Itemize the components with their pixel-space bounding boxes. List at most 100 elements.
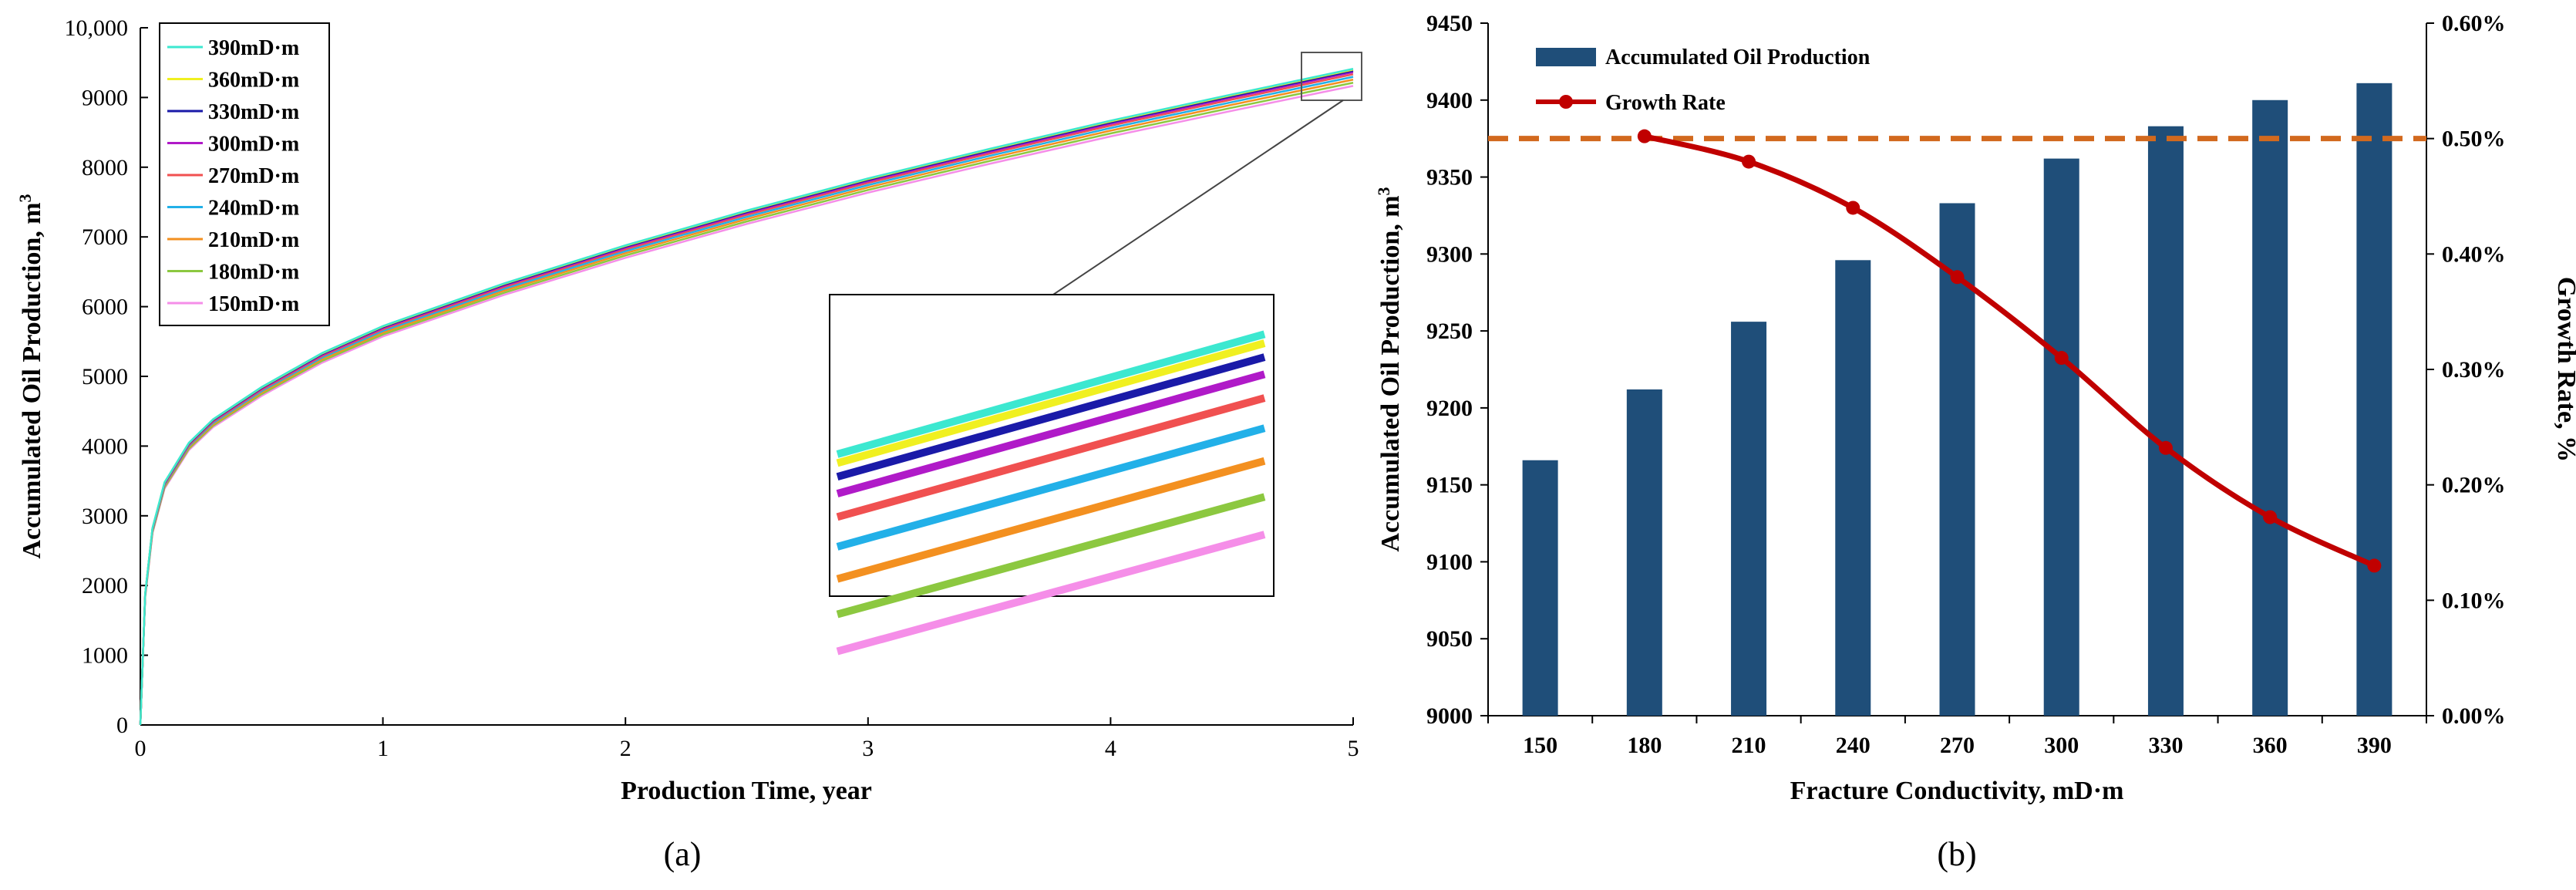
panel-b-y-label-text: Accumulated Oil Production, m <box>1376 195 1405 551</box>
bar-390md <box>2356 83 2392 716</box>
inset-line-240md <box>836 424 1266 551</box>
panel-a-y-ticks: 0 1000 2000 3000 4000 5000 6000 7000 8000 9000 10,… <box>65 15 148 738</box>
panel-a-x-tick-label: 4 <box>1105 736 1116 761</box>
panel-a-y-tick-label: 7000 <box>82 224 128 250</box>
growth-rate-point-210md <box>1742 154 1756 169</box>
panel-b-x-tick-label: 360 <box>2253 733 2288 758</box>
panel-b-x-tick-label: 240 <box>1836 733 1871 758</box>
legend-label-360md: 360mD·m <box>208 69 299 93</box>
panel-b-x-tick-label: 210 <box>1732 733 1766 758</box>
panel-a-y-tick-label: 4000 <box>82 433 128 459</box>
panel-a-y-tick-label: 5000 <box>82 364 128 389</box>
panel-a-y-tick-label: 0 <box>116 713 128 738</box>
inset-line-150md <box>836 531 1266 656</box>
panel-a-y-label: Accumulated Oil Production, m3 <box>15 194 46 558</box>
bar-180md <box>1626 389 1662 716</box>
panel-a-y-tick-label: 9000 <box>82 85 128 110</box>
panel-a-y-tick-label: 8000 <box>82 155 128 180</box>
growth-rate-point-360md <box>2263 510 2278 524</box>
panel-b-left-ticks: 9000 9050 9100 9150 9200 9250 9300 9350 9400 9450 <box>1426 11 1488 729</box>
panel-b-x-tick-label: 150 <box>1523 733 1557 758</box>
panel-b-y-tick-label: 9450 <box>1426 11 1473 36</box>
panel-b-y-tick-label: 9150 <box>1426 473 1473 498</box>
legend-label-300md: 300mD·m <box>208 133 299 157</box>
legend-label-accumulated: Accumulated Oil Production <box>1605 46 1871 69</box>
panel-a-x-ticks: 0 1 2 3 4 5 <box>135 717 1359 761</box>
legend-label-210md: 210mD·m <box>208 228 299 252</box>
legend-label-330md: 330mD·m <box>208 100 299 124</box>
panel-a-x-tick-label: 5 <box>1348 736 1359 761</box>
panel-b-chart: 9000 9050 9100 9150 9200 9250 9300 9350 9400 9450… <box>1374 11 2576 873</box>
inset-line-300md <box>836 370 1266 497</box>
panel-a-y-tick-label: 3000 <box>82 504 128 529</box>
panel-b-x-tick-label: 300 <box>2044 733 2079 758</box>
panel-a-y-tick-label: 10,000 <box>65 15 129 41</box>
panel-b-x-tick-label: 270 <box>1940 733 1975 758</box>
bar-150md <box>1522 460 1558 716</box>
panel-b-y-tick-label: 9250 <box>1426 319 1473 344</box>
panel-b-y2-tick-label: 0.20% <box>2442 473 2506 498</box>
panel-b-x-label: Fracture Conductivity, mD·m <box>1790 777 2124 805</box>
panel-b-x-tick-label: 330 <box>2148 733 2183 758</box>
panel-b-bars <box>1522 83 2392 716</box>
legend-label-240md: 240mD·m <box>208 197 299 221</box>
panel-a-y-tick-label: 6000 <box>82 295 128 320</box>
panel-b-y-tick-label: 9300 <box>1426 241 1473 267</box>
curve-390md <box>139 68 1354 726</box>
bar-240md <box>1835 260 1871 716</box>
panel-a-y-label-sup: 3 <box>15 194 35 202</box>
growth-rate-point-300md <box>2054 351 2069 366</box>
panel-b-label: (b) <box>1937 835 1976 873</box>
bar-210md <box>1731 322 1767 716</box>
panel-a-legend: 390mD·m 360mD·m 330mD·m 300mD·m 270mD·m 240mD… <box>159 22 330 326</box>
growth-rate-point-180md <box>1637 129 1652 143</box>
panel-b-y-tick-label: 9000 <box>1426 703 1473 729</box>
bar-360md <box>2252 99 2288 716</box>
bar-330md <box>2147 126 2184 716</box>
legend-label-180md: 180mD·m <box>208 261 299 285</box>
panel-a-y-tick-label: 2000 <box>82 573 128 598</box>
inset-line-390md <box>836 330 1266 458</box>
panel-b-y-label-sup: 3 <box>1374 187 1393 195</box>
panel-a-y-label-text: Accumulated Oil Production, m <box>18 202 46 558</box>
panel-b-x-tick-label: 390 <box>2357 733 2392 758</box>
panel-b-y2-tick-label: 0.60% <box>2442 11 2506 36</box>
panel-b-y-tick-label: 9350 <box>1426 165 1473 190</box>
panel-a-curves <box>139 68 1354 726</box>
panel-b-y2-tick-label: 0.10% <box>2442 588 2506 613</box>
panel-b-y-tick-label: 9400 <box>1426 88 1473 113</box>
zoom-connector-line <box>1052 99 1344 295</box>
panel-b-y-tick-label: 9200 <box>1426 396 1473 421</box>
panel-a-x-label: Production Time, year <box>621 777 872 805</box>
bar-300md <box>2043 158 2079 716</box>
inset-line-360md <box>836 339 1266 467</box>
legend-label-390md: 390mD·m <box>208 36 299 60</box>
growth-rate-point-240md <box>1846 201 1860 215</box>
panel-a-chart: 0 1000 2000 3000 4000 5000 6000 7000 8000 9000 10,… <box>15 15 1362 873</box>
panel-b-y-label: Accumulated Oil Production, m3 <box>1374 187 1405 551</box>
growth-rate-curve <box>1644 133 2376 568</box>
legend-swatch-growth-marker <box>1559 95 1573 109</box>
panel-b-right-ticks: 0.00% 0.10% 0.20% 0.30% 0.40% 0.50% 0.60% <box>2426 11 2506 729</box>
inset-line-330md <box>836 353 1266 480</box>
panel-b-y2-tick-label: 0.00% <box>2442 703 2506 729</box>
legend-label-270md: 270mD·m <box>208 164 299 188</box>
legend-swatch-accumulated <box>1536 48 1596 66</box>
growth-rate-point-330md <box>2158 440 2173 455</box>
growth-rate-point-390md <box>2367 558 2382 573</box>
zoom-inset <box>829 294 1275 656</box>
panel-b-y2-tick-label: 0.30% <box>2442 357 2506 383</box>
inset-line-210md <box>836 457 1266 583</box>
panel-b-x-tick-label: 180 <box>1627 733 1662 758</box>
legend-label-growth: Growth Rate <box>1605 91 1726 115</box>
growth-rate-line <box>1637 129 2382 573</box>
zoom-inset-lines <box>836 330 1266 656</box>
panel-a-x-tick-label: 3 <box>862 736 874 761</box>
panel-b-y-tick-label: 9050 <box>1426 626 1473 652</box>
panel-b-x-ticks: 150 180 210 240 270 300 330 360 390 <box>1487 716 2427 758</box>
growth-rate-point-270md <box>1950 270 1965 285</box>
panel-b-y2-tick-label: 0.40% <box>2442 241 2506 267</box>
panel-a-x-tick-label: 2 <box>620 736 631 761</box>
panel-b-y-tick-label: 9100 <box>1426 549 1473 575</box>
